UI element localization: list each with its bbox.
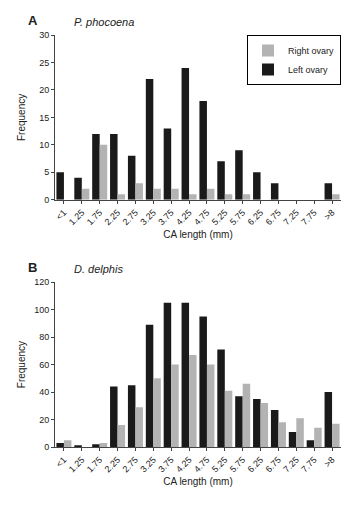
svg-text:5: 5 — [44, 167, 49, 177]
svg-text:40: 40 — [39, 387, 49, 397]
svg-text:1.25: 1.25 — [67, 208, 86, 227]
svg-text:>8: >8 — [322, 208, 336, 222]
svg-text:Left ovary: Left ovary — [288, 65, 328, 75]
svg-text:4.25: 4.25 — [174, 208, 193, 227]
svg-text:Right ovary: Right ovary — [288, 46, 334, 56]
svg-text:>8: >8 — [322, 455, 336, 469]
svg-text:6.75: 6.75 — [264, 208, 283, 227]
svg-text:P. phocoena: P. phocoena — [74, 16, 134, 28]
svg-text:1.25: 1.25 — [67, 455, 86, 474]
svg-text:B: B — [28, 260, 37, 275]
svg-text:4.75: 4.75 — [192, 455, 211, 474]
svg-text:2.75: 2.75 — [121, 208, 140, 227]
svg-text:30: 30 — [39, 30, 49, 40]
svg-text:25: 25 — [39, 58, 49, 68]
svg-text:3.75: 3.75 — [156, 455, 175, 474]
svg-text:7.75: 7.75 — [299, 208, 318, 227]
svg-text:20: 20 — [39, 85, 49, 95]
svg-text:80: 80 — [39, 332, 49, 342]
svg-text:0: 0 — [44, 195, 49, 205]
svg-text:2.25: 2.25 — [103, 455, 122, 474]
svg-text:<1: <1 — [54, 208, 68, 222]
svg-text:1.75: 1.75 — [85, 208, 104, 227]
svg-text:20: 20 — [39, 415, 49, 425]
svg-text:Frequency: Frequency — [16, 341, 27, 388]
svg-text:D. delphis: D. delphis — [74, 263, 123, 275]
svg-text:7.75: 7.75 — [299, 455, 318, 474]
svg-text:CA length (mm): CA length (mm) — [163, 229, 232, 240]
svg-text:5.25: 5.25 — [210, 455, 229, 474]
svg-text:5.25: 5.25 — [210, 208, 229, 227]
svg-text:6.25: 6.25 — [246, 455, 265, 474]
svg-text:2.75: 2.75 — [121, 455, 140, 474]
svg-text:3.25: 3.25 — [138, 455, 157, 474]
svg-text:3.75: 3.75 — [156, 208, 175, 227]
svg-text:1.75: 1.75 — [85, 455, 104, 474]
svg-text:CA length (mm): CA length (mm) — [163, 476, 232, 487]
svg-text:6.75: 6.75 — [264, 455, 283, 474]
svg-text:7.25: 7.25 — [281, 208, 300, 227]
svg-text:A: A — [28, 13, 38, 28]
svg-text:<1: <1 — [54, 455, 68, 469]
svg-text:3.25: 3.25 — [138, 208, 157, 227]
svg-text:60: 60 — [39, 360, 49, 370]
svg-text:100: 100 — [34, 305, 49, 315]
svg-text:7.25: 7.25 — [281, 455, 300, 474]
svg-text:15: 15 — [39, 113, 49, 123]
svg-text:6.25: 6.25 — [246, 208, 265, 227]
svg-text:4.25: 4.25 — [174, 455, 193, 474]
svg-text:4.75: 4.75 — [192, 208, 211, 227]
svg-text:0: 0 — [44, 442, 49, 452]
svg-text:5.75: 5.75 — [228, 455, 247, 474]
svg-text:5.75: 5.75 — [228, 208, 247, 227]
svg-text:2.25: 2.25 — [103, 208, 122, 227]
svg-text:Frequency: Frequency — [16, 94, 27, 141]
svg-text:120: 120 — [34, 277, 49, 287]
svg-text:10: 10 — [39, 140, 49, 150]
